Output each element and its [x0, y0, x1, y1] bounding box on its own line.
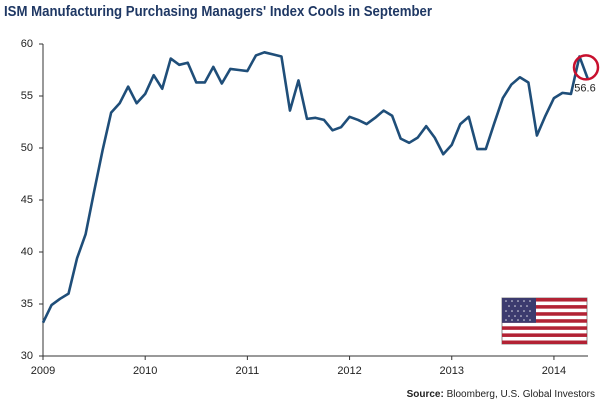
- chart-title: ISM Manufacturing Purchasing Managers' I…: [4, 3, 432, 20]
- y-tick-label: 45: [21, 194, 33, 206]
- source: Source: Bloomberg, U.S. Global Investors: [407, 389, 595, 400]
- source-text: Bloomberg, U.S. Global Investors: [447, 389, 595, 400]
- x-tick-label: 2010: [133, 365, 157, 377]
- us-flag: [501, 297, 588, 345]
- x-tick-label: 2012: [337, 365, 361, 377]
- x-tick-label: 2013: [440, 365, 464, 377]
- highlight-circle: [572, 54, 600, 81]
- y-tick-label: 50: [21, 142, 33, 154]
- y-tick-label: 55: [21, 90, 33, 102]
- source-label: Source:: [407, 389, 444, 400]
- x-tick-label: 2014: [542, 365, 566, 377]
- x-tick-label: 2011: [236, 365, 260, 377]
- y-tick-label: 30: [21, 350, 33, 362]
- y-tick-label: 60: [21, 38, 33, 50]
- y-tick-label: 35: [21, 298, 33, 310]
- data-label: 56.6: [574, 82, 595, 94]
- x-tick-label: 2009: [31, 365, 55, 377]
- y-tick-label: 40: [21, 246, 33, 258]
- line: [41, 51, 590, 324]
